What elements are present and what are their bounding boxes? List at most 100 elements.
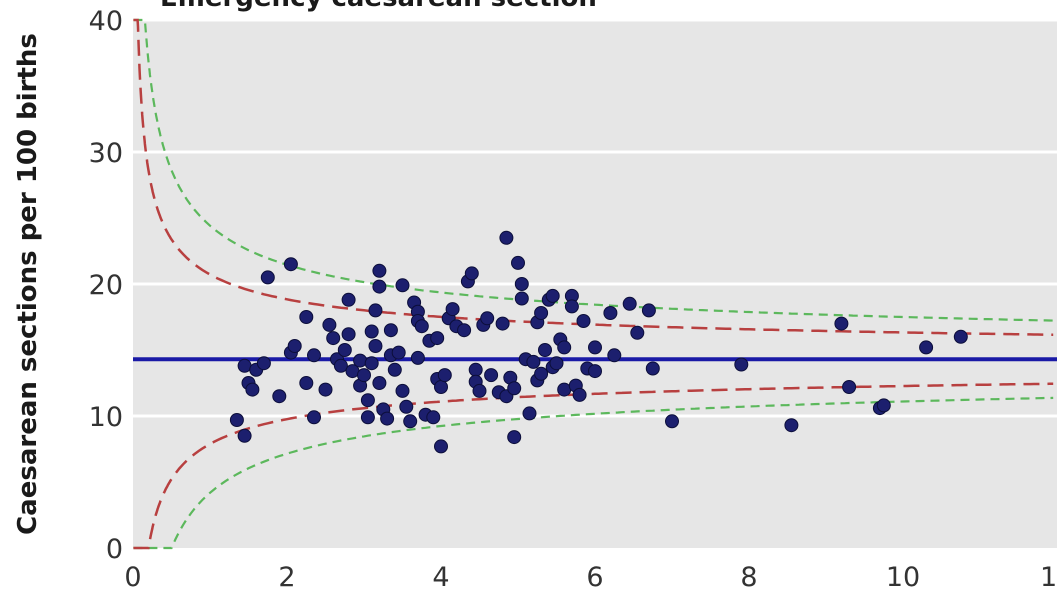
x-tick-labels: 0 2 4 6 8 10 1: [124, 562, 1057, 591]
data-point-104: [588, 364, 602, 379]
data-point-79: [511, 255, 525, 270]
data-points: [229, 230, 968, 454]
data-point-115: [842, 380, 857, 394]
data-point-81: [514, 277, 529, 291]
data-point-108: [630, 325, 645, 340]
data-point-91: [545, 288, 560, 303]
data-point-100: [572, 387, 587, 402]
data-point-68: [472, 383, 487, 398]
y-tick-label-10: 10: [89, 402, 123, 433]
data-point-65: [464, 266, 479, 281]
upper-outer-limit: [133, 18, 1054, 322]
data-point-45: [399, 399, 414, 414]
data-point-39: [383, 323, 398, 338]
data-point-15: [307, 348, 321, 363]
x-tick-label-0: 0: [124, 562, 141, 591]
data-point-44: [395, 383, 410, 398]
data-point-54: [426, 410, 441, 425]
y-tick-label-40: 40: [89, 6, 123, 37]
data-point-35: [372, 279, 387, 294]
data-point-98: [564, 299, 579, 314]
y-tick-label-30: 30: [89, 138, 123, 169]
data-point-38: [380, 411, 395, 426]
data-point-12: [299, 310, 314, 324]
data-point-11: [287, 339, 302, 353]
data-point-2: [237, 358, 252, 373]
data-point-43: [395, 278, 410, 293]
y-tick-labels: 0 10 20 30 40: [89, 6, 123, 565]
upper-inner-limit: [133, 18, 1054, 336]
x-tick-label-4: 4: [432, 562, 449, 591]
data-point-71: [484, 368, 499, 383]
y-tick-label-0: 0: [106, 534, 123, 565]
data-point-50: [410, 350, 425, 365]
data-point-109: [641, 303, 656, 318]
data-point-58: [434, 439, 448, 454]
data-point-105: [603, 306, 618, 320]
data-point-0: [229, 413, 244, 427]
data-point-29: [360, 410, 375, 425]
data-point-42: [391, 345, 406, 360]
y-tick-label-20: 20: [89, 270, 123, 301]
data-point-18: [326, 331, 341, 346]
data-point-84: [526, 354, 541, 369]
data-point-28: [360, 393, 375, 408]
data-point-106: [607, 348, 622, 363]
data-point-25: [353, 353, 368, 368]
data-point-93: [549, 356, 564, 371]
data-point-17: [322, 317, 337, 332]
data-point-70: [480, 311, 495, 326]
data-point-9: [283, 257, 298, 272]
data-point-34: [372, 263, 387, 278]
data-point-14: [307, 410, 321, 425]
x-tick-label-2: 2: [278, 562, 295, 591]
data-point-118: [919, 340, 934, 355]
data-point-31: [364, 356, 379, 371]
data-point-80: [514, 291, 529, 306]
data-point-23: [341, 327, 356, 342]
data-point-6: [256, 356, 271, 371]
x-tick-label-12: 1: [1040, 562, 1057, 591]
data-point-78: [507, 430, 522, 445]
data-point-20: [333, 358, 348, 373]
data-point-51: [414, 319, 429, 334]
data-point-103: [588, 340, 602, 355]
data-point-113: [784, 418, 799, 433]
data-point-8: [272, 389, 287, 404]
grid-lines: [133, 18, 1057, 418]
data-point-30: [364, 324, 379, 339]
data-point-41: [387, 362, 402, 377]
data-point-89: [538, 343, 552, 357]
data-point-7: [260, 270, 275, 285]
data-point-59: [437, 368, 452, 383]
x-tick-label-8: 8: [740, 562, 757, 591]
chart-title: Emergency caesarean section: [160, 0, 597, 13]
data-point-107: [622, 296, 637, 311]
data-point-22: [341, 292, 356, 307]
data-point-73: [495, 316, 510, 331]
data-point-83: [522, 406, 537, 421]
data-point-114: [834, 316, 849, 331]
data-point-32: [368, 339, 383, 353]
x-tick-label-6: 6: [586, 562, 603, 591]
data-point-57: [434, 380, 448, 394]
data-point-66: [468, 362, 483, 377]
lower-outer-limit: [133, 396, 1054, 550]
data-point-112: [734, 357, 749, 372]
data-point-61: [445, 302, 460, 317]
data-point-27: [357, 368, 371, 383]
data-point-46: [403, 414, 418, 429]
data-point-119: [953, 329, 968, 344]
data-point-75: [499, 230, 514, 245]
data-point-33: [368, 303, 383, 318]
x-tick-label-10: 10: [886, 562, 920, 591]
data-point-117: [876, 398, 891, 413]
data-point-16: [318, 382, 333, 397]
data-point-96: [557, 340, 572, 355]
data-point-87: [534, 306, 549, 320]
data-point-63: [457, 323, 472, 338]
data-point-88: [534, 366, 549, 381]
data-point-110: [645, 361, 660, 376]
data-point-77: [507, 381, 522, 396]
data-point-55: [430, 331, 445, 346]
